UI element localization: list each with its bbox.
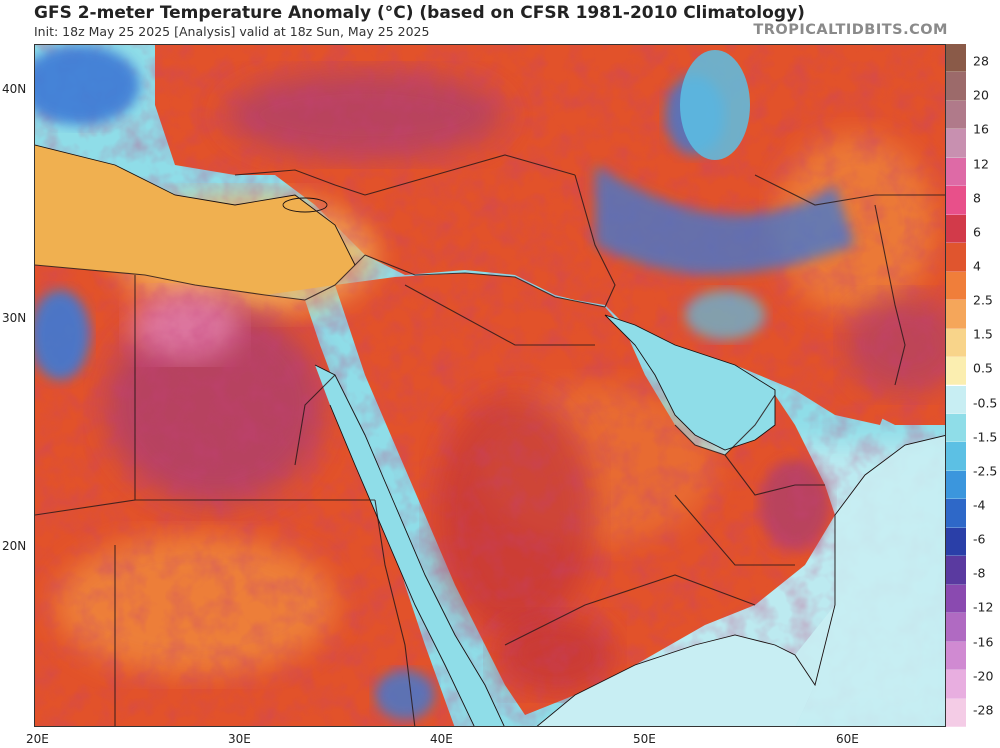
gulf-of-aden bbox=[537, 635, 815, 726]
lon-label-50e: 50E bbox=[633, 732, 656, 746]
colorbar-label: 0.5 bbox=[973, 360, 993, 376]
lon-label-60e: 60E bbox=[836, 732, 859, 746]
colorbar-label: 28 bbox=[973, 53, 989, 69]
colorbar-label: -2.5 bbox=[973, 463, 998, 479]
colorbar-swatch bbox=[946, 271, 966, 301]
colorbar-label: 8 bbox=[973, 190, 981, 206]
colorbar-swatch bbox=[946, 556, 966, 585]
temperature-anomaly-map bbox=[34, 44, 946, 727]
cold-patch-libya bbox=[35, 290, 90, 380]
coastlines bbox=[35, 144, 945, 726]
lon-label-30e: 30E bbox=[228, 732, 251, 746]
colorbar-label: 20 bbox=[973, 87, 989, 103]
colorbar-swatch bbox=[946, 442, 966, 471]
texture-overlay bbox=[35, 45, 945, 726]
country-borders bbox=[35, 154, 945, 726]
map-header: GFS 2-meter Temperature Anomaly (°C) (ba… bbox=[0, 0, 1000, 44]
colorbar-swatch bbox=[946, 44, 966, 73]
mediterranean-sea bbox=[35, 145, 355, 295]
colorbar-label: -12 bbox=[973, 599, 994, 615]
colorbar-swatch bbox=[946, 670, 966, 699]
colorbar-label: 6 bbox=[973, 224, 981, 240]
colorbar-swatch bbox=[946, 129, 966, 158]
colorbar-label: -6 bbox=[973, 531, 986, 547]
cold-streaks-iran bbox=[595, 165, 855, 275]
colorbar-swatch bbox=[946, 527, 966, 557]
colorbar-swatch bbox=[946, 100, 966, 130]
persian-gulf bbox=[605, 315, 775, 450]
colorbar-label: 1.5 bbox=[973, 326, 993, 342]
colorbar-swatch bbox=[946, 584, 966, 614]
map-canvas bbox=[35, 45, 945, 726]
map-subtitle: Init: 18z May 25 2025 [Analysis] valid a… bbox=[34, 24, 430, 39]
colorbar-label: -0.5 bbox=[973, 395, 998, 411]
colorbar-label: 16 bbox=[973, 121, 989, 137]
colorbar-swatch bbox=[946, 157, 966, 187]
colorbar-label: -4 bbox=[973, 497, 986, 513]
caspian-sea bbox=[680, 50, 750, 160]
colorbar-swatch bbox=[946, 613, 966, 642]
arabian-sea bbox=[795, 435, 945, 726]
cold-patch-zagros bbox=[685, 290, 765, 340]
colorbar-swatch bbox=[946, 357, 966, 386]
red-sea bbox=[315, 365, 505, 726]
colorbar-swatch bbox=[946, 641, 966, 671]
cold-patch-greece bbox=[35, 45, 140, 125]
colorbar-swatch bbox=[946, 214, 966, 244]
colorbar-legend: 28 20 16 12 8 6 4 2.5 1.5 0.5 -0.5 -1.5 -2.5 -4 -6 -8 -1… bbox=[946, 44, 1000, 727]
colorbar-label: -20 bbox=[973, 668, 994, 684]
colorbar-swatch bbox=[946, 243, 966, 272]
colorbar-swatch bbox=[946, 413, 966, 443]
colorbar-swatch bbox=[946, 499, 966, 528]
colorbar-swatch bbox=[946, 300, 966, 329]
colorbar-label: 4 bbox=[973, 258, 981, 274]
colorbar-swatch bbox=[946, 470, 966, 500]
colorbar-swatch bbox=[946, 72, 966, 101]
map-title: GFS 2-meter Temperature Anomaly (°C) (ba… bbox=[34, 3, 805, 23]
colorbar-label: -16 bbox=[973, 634, 994, 650]
colorbar-label: 12 bbox=[973, 156, 989, 172]
brand-watermark: TROPICALTIDBITS.COM bbox=[753, 22, 948, 38]
lat-label-20n: 20N bbox=[2, 539, 27, 553]
colorbar-label: -1.5 bbox=[973, 429, 998, 445]
lon-label-40e: 40E bbox=[430, 732, 453, 746]
colorbar-swatch bbox=[946, 186, 966, 215]
lat-label-30n: 30N bbox=[2, 311, 27, 325]
lon-label-20e: 20E bbox=[26, 732, 49, 746]
colorbar-label: 2.5 bbox=[973, 292, 993, 308]
colorbar-label: -28 bbox=[973, 702, 994, 718]
cold-patch-ethiopia bbox=[375, 670, 435, 720]
colorbar-swatch bbox=[946, 698, 966, 727]
colorbar-swatch bbox=[946, 385, 966, 414]
colorbar-label: -8 bbox=[973, 565, 986, 581]
lat-label-40n: 40N bbox=[2, 82, 27, 96]
colorbar-swatch bbox=[946, 328, 966, 358]
